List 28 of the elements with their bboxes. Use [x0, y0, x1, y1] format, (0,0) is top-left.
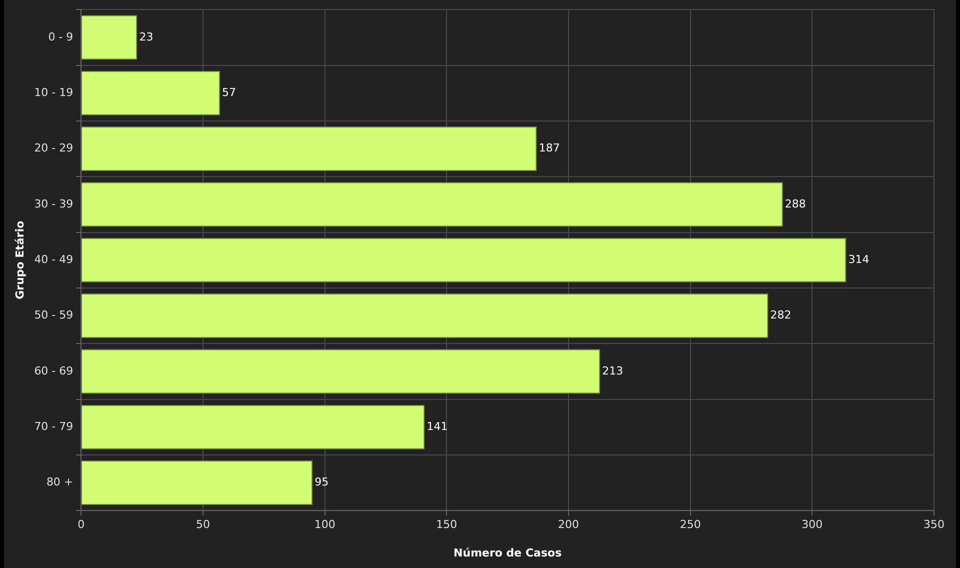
y-tick-label: 30 - 39	[34, 197, 74, 210]
y-tick-label: 0 - 9	[48, 30, 74, 44]
y-tick-label: 20 - 29	[34, 142, 74, 155]
data-label: 288	[784, 197, 806, 210]
y-tick-label: 60 - 69	[34, 364, 74, 378]
data-label: 314	[848, 252, 870, 266]
x-tick-label: 50	[196, 518, 210, 532]
x-tick-label: 250	[680, 518, 701, 532]
y-tick-label: 80 +	[46, 476, 74, 489]
data-label: 95	[314, 476, 329, 489]
data-label: 57	[222, 86, 236, 99]
data-label: 23	[139, 30, 154, 44]
y-tick-label: 70 - 79	[34, 420, 74, 433]
y-tick-label: 40 - 49	[34, 252, 74, 266]
x-tick-label: 150	[436, 518, 458, 532]
data-label: 282	[770, 308, 792, 322]
y-axis-title: Grupo Etário	[13, 220, 26, 300]
data-label: 213	[602, 364, 624, 378]
x-tick-label: 200	[558, 518, 579, 532]
x-tick-label: 300	[802, 518, 823, 532]
y-tick-label: 10 - 19	[34, 86, 74, 99]
x-tick-label: 350	[924, 518, 944, 532]
y-tick-label: 50 - 59	[34, 308, 74, 322]
x-axis-title: Número de Casos	[454, 546, 562, 560]
data-label: 141	[426, 420, 448, 433]
x-tick-label: 100	[314, 518, 336, 532]
data-label: 187	[538, 142, 560, 155]
x-tick-label: 0	[78, 518, 85, 532]
